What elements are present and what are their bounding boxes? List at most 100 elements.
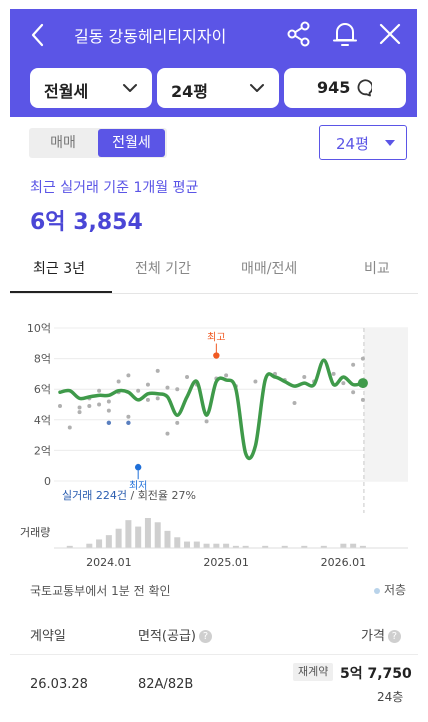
tab-sale-jeonse[interactable]: 매매/전세	[241, 261, 298, 277]
y-tick-label: 10억	[27, 322, 51, 335]
chevron-left-icon	[31, 23, 44, 47]
help-icon[interactable]: ?	[387, 630, 401, 643]
volume-bar	[86, 543, 93, 548]
transaction-dot	[165, 431, 170, 436]
trade-count-label: 실거래 224건 / 회전율 27%	[62, 489, 196, 502]
size-filter-label: 24평	[171, 82, 208, 101]
transaction-dot	[351, 390, 356, 395]
volume-bar	[105, 535, 112, 548]
volume-label: 거래량	[20, 526, 50, 539]
transaction-dot	[58, 404, 62, 409]
row-floor: 24층	[377, 690, 404, 704]
volume-bar	[213, 543, 220, 548]
volume-bar	[154, 522, 161, 548]
column-price-label: 가격	[361, 629, 385, 644]
latest-point-marker	[357, 378, 368, 389]
volume-bar	[144, 518, 151, 548]
page-title: 길동 강동헤리티지자이	[74, 27, 227, 46]
transaction-dot	[77, 405, 82, 410]
share-button[interactable]	[286, 21, 312, 47]
y-axis: 10억 8억 6억 4억 2억 0	[27, 322, 51, 488]
transaction-dot	[97, 402, 102, 407]
transaction-dot	[360, 397, 365, 402]
transaction-dot	[145, 382, 150, 387]
volume-bar	[281, 545, 288, 548]
tab-all-period[interactable]: 전체 기간	[135, 261, 191, 277]
speech-bubble-icon	[357, 79, 372, 97]
size-select[interactable]: 24평	[319, 125, 407, 160]
deal-type-filter[interactable]: 전월세	[30, 68, 152, 108]
transaction-dot	[106, 408, 111, 413]
volume-bar	[262, 545, 269, 548]
share-icon	[287, 21, 310, 47]
x-axis: 2024.01 2025.01 2026.01	[86, 556, 366, 569]
low-marker-label: 최저	[129, 480, 147, 492]
y-tick-label: 8억	[34, 353, 51, 366]
chart-legend: 저층	[374, 581, 406, 598]
app-header: 길동 강동헤리티지자이 전월세	[10, 9, 417, 117]
toggle-sale[interactable]: 매매	[50, 135, 76, 151]
column-area-label: 면적(공급)	[138, 629, 196, 644]
volume-bars	[66, 518, 366, 548]
transaction-dot	[341, 381, 346, 386]
volume-bar	[242, 545, 249, 548]
volume-bar	[164, 530, 171, 548]
volume-bar	[184, 541, 191, 548]
transaction-dot	[155, 396, 160, 401]
size-select-value: 24평	[336, 135, 369, 153]
top-bar: 길동 강동헤리티지자이	[10, 9, 417, 61]
volume-bar	[135, 526, 142, 548]
row-date: 26.03.28	[30, 677, 88, 692]
bell-icon	[333, 23, 357, 46]
transaction-dot	[204, 419, 209, 424]
toggle-rent[interactable]: 전월세	[98, 129, 165, 157]
notification-button[interactable]	[332, 20, 358, 48]
volume-bar	[115, 528, 122, 548]
transaction-dot	[292, 400, 297, 405]
chevron-down-icon	[123, 84, 137, 92]
transaction-dot	[87, 404, 92, 409]
column-area: 면적(공급)?	[138, 625, 212, 644]
comments-count: 945	[317, 78, 351, 97]
volume-bar	[125, 520, 132, 548]
close-icon	[379, 23, 401, 45]
help-icon[interactable]: ?	[198, 630, 212, 643]
transaction-dot	[126, 420, 131, 426]
transaction-dot	[106, 420, 112, 426]
comments-button[interactable]: 945	[284, 68, 406, 108]
renewal-badge: 재계약	[293, 663, 334, 681]
transaction-dot	[67, 425, 72, 430]
average-label: 최근 실거래 기준 1개월 평균	[30, 180, 199, 196]
volume-bar	[193, 541, 200, 548]
volume-bar	[223, 543, 230, 548]
size-filter[interactable]: 24평	[157, 68, 279, 108]
transaction-dot	[185, 374, 190, 379]
y-tick-label: 4억	[34, 414, 51, 427]
x-tick-label: 2025.01	[203, 556, 249, 569]
transaction-dot	[155, 368, 160, 373]
transaction-dot	[302, 374, 307, 379]
active-tab-indicator	[10, 291, 112, 293]
transaction-dot	[116, 379, 121, 384]
data-source-note: 국토교통부에서 1분 전 확인	[30, 584, 171, 598]
tab-compare[interactable]: 비교	[364, 261, 390, 277]
volume-bar	[66, 545, 73, 548]
high-marker-label: 최고	[207, 332, 225, 344]
tab-recent-3y[interactable]: 최근 3년	[33, 261, 85, 277]
deal-type-filter-label: 전월세	[44, 82, 89, 101]
transaction-dot	[253, 379, 258, 384]
high-marker-dot	[213, 352, 220, 359]
back-button[interactable]	[26, 21, 50, 49]
transaction-dot	[165, 385, 170, 390]
volume-bar	[174, 537, 181, 548]
volume-bar	[359, 545, 366, 548]
transaction-dot	[145, 397, 150, 402]
transaction-dot	[360, 356, 365, 361]
volume-bar	[203, 543, 210, 548]
chevron-down-icon	[250, 84, 264, 92]
volume-bar	[96, 539, 103, 548]
y-tick-label: 6억	[34, 383, 51, 396]
close-button[interactable]	[378, 22, 402, 46]
transaction-dot	[136, 388, 141, 393]
